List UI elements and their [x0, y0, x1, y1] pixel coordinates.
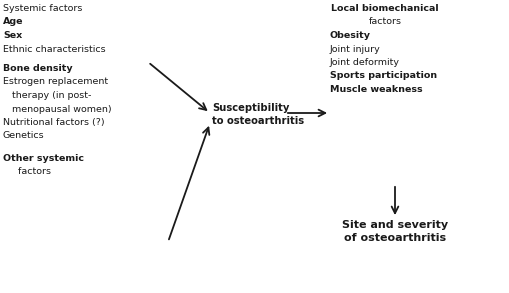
Text: to osteoarthritis: to osteoarthritis	[212, 116, 304, 126]
Text: Site and severity: Site and severity	[342, 220, 448, 230]
Text: Genetics: Genetics	[3, 132, 45, 141]
Text: Local biomechanical: Local biomechanical	[331, 4, 439, 13]
Text: menopausal women): menopausal women)	[3, 105, 111, 113]
Text: factors: factors	[3, 168, 51, 176]
Text: Muscle weakness: Muscle weakness	[330, 85, 422, 94]
Text: Bone density: Bone density	[3, 64, 73, 73]
Text: Nutritional factors (?): Nutritional factors (?)	[3, 118, 105, 127]
Text: Ethnic characteristics: Ethnic characteristics	[3, 45, 106, 54]
Text: of osteoarthritis: of osteoarthritis	[344, 233, 446, 243]
Text: Obesity: Obesity	[330, 31, 371, 40]
Text: Sex: Sex	[3, 31, 22, 40]
Text: Joint injury: Joint injury	[330, 45, 381, 54]
Text: Age: Age	[3, 18, 23, 26]
Text: Joint deformity: Joint deformity	[330, 58, 400, 67]
Text: Susceptibility: Susceptibility	[212, 103, 290, 113]
Text: factors: factors	[369, 18, 402, 26]
Text: therapy (in post-: therapy (in post-	[3, 91, 92, 100]
Text: Estrogen replacement: Estrogen replacement	[3, 78, 108, 86]
Text: Other systemic: Other systemic	[3, 154, 84, 163]
Text: Sports participation: Sports participation	[330, 71, 437, 81]
Text: Systemic factors: Systemic factors	[3, 4, 82, 13]
